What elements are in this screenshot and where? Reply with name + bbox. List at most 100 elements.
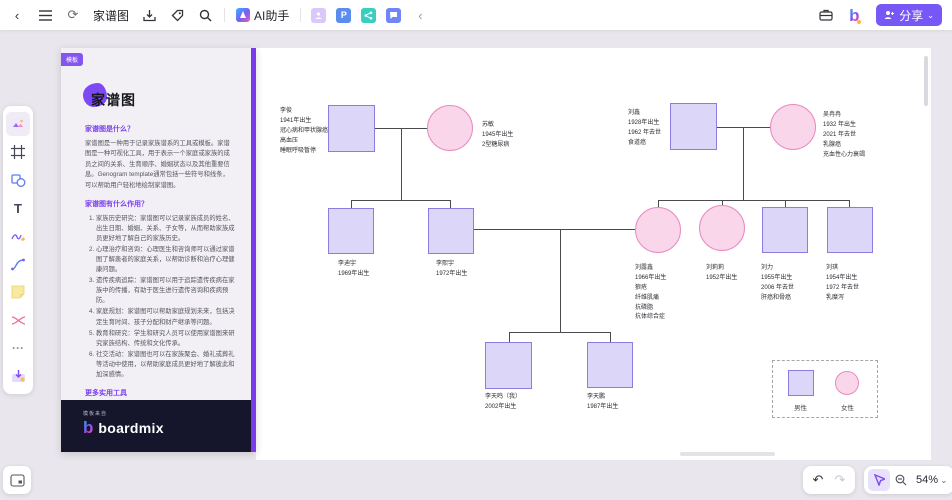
- sync-icon[interactable]: ⟳: [67, 7, 79, 22]
- person-label: 李天鸣（我） 2002年出生: [485, 394, 522, 410]
- share-nodes-icon[interactable]: [361, 7, 377, 23]
- person-shape-circle[interactable]: [770, 104, 816, 150]
- use-list-item: 遗传疾病追踪：家谱图可以用于追踪遗传疾病在家族中的传播，有助于医生进行遗传咨询和…: [96, 276, 235, 306]
- toolbox-icon[interactable]: [815, 4, 837, 26]
- download-icon[interactable]: [138, 4, 160, 26]
- use-list-item: 心理治疗和咨询：心理医生和咨询师可以通过家谱图了解患者的家庭关系，以帮助诊断和治…: [96, 245, 235, 275]
- collapse-toolbar-icon[interactable]: ‹: [418, 7, 423, 23]
- section-heading-tools: 更多实用工具: [85, 389, 127, 397]
- person-label: 刘琪 1954年出生 1972 年去世 乳糜泻: [826, 265, 860, 301]
- person-shape-circle[interactable]: [699, 205, 745, 251]
- horizontal-scrollbar[interactable]: [680, 452, 775, 456]
- boardmix-brand-row: b boardmix: [83, 419, 256, 436]
- connector-line: [658, 200, 850, 201]
- section-use-list: 家族历史研究：家谱图可以记录家族成员的姓名、出生日期、婚姻、关系、子女等，从而帮…: [85, 214, 235, 380]
- share-chevron-icon: ⌄: [927, 10, 934, 20]
- zoom-chevron-icon[interactable]: ⌄: [940, 474, 948, 485]
- frame-tool[interactable]: [6, 140, 30, 164]
- template-title: 家谱图: [91, 92, 136, 108]
- pen-tool[interactable]: [6, 224, 30, 248]
- template-panel: 家谱图 家谱图是什么？ 家谱图是一种用于记录家族谱系的工具或模板。家谱图是一种可…: [61, 48, 256, 452]
- person-label: 李俊 1941年出生 冠心病和甲状腺癌 高血压 睡眠呼吸暂停: [280, 108, 329, 154]
- connector-line: [474, 229, 635, 230]
- person-shape-circle[interactable]: [427, 105, 473, 151]
- templates-tool[interactable]: [6, 112, 30, 136]
- shapes-tool[interactable]: [6, 168, 30, 192]
- family-canvas[interactable]: 男性 女性 李俊 1941年出生 冠心病和甲状腺癌 高血压 睡眠呼吸暂停 苏敏 1945年出…: [256, 48, 931, 460]
- person-label: 苏敏 1945年出生 2型糖尿病: [482, 122, 514, 148]
- connector-line: [610, 332, 611, 342]
- person-shape-square[interactable]: [587, 342, 633, 388]
- connector-line: [722, 200, 723, 206]
- person-shape-square[interactable]: [328, 105, 375, 152]
- toolbar-divider: [300, 8, 302, 22]
- connector-line: [743, 127, 744, 200]
- menu-icon[interactable]: [34, 4, 56, 26]
- pointer-mode-button[interactable]: [868, 469, 890, 491]
- person-shape-circle[interactable]: [635, 207, 681, 253]
- person-label: 刘露鑫 1966年出生 狼疮 纤维肌痛 抗磷脂 抗体综合症: [635, 265, 667, 321]
- ai-assistant-label: AI助手: [254, 8, 290, 23]
- import-tool[interactable]: [6, 364, 30, 388]
- back-icon[interactable]: ‹: [14, 7, 20, 23]
- connector-line: [658, 200, 659, 208]
- section-heading-what: 家谱图是什么？: [85, 126, 134, 133]
- person-shape-square[interactable]: [670, 103, 717, 150]
- search-icon[interactable]: [194, 4, 216, 26]
- more-tools-icon[interactable]: ···: [12, 341, 24, 355]
- ai-portrait-icon[interactable]: [311, 7, 327, 23]
- tag-icon[interactable]: [166, 4, 188, 26]
- boardmix-brand-name: boardmix: [98, 419, 164, 436]
- vertical-scrollbar[interactable]: [924, 56, 928, 106]
- legend-box[interactable]: 男性 女性: [772, 360, 878, 418]
- boardmix-logo-glyph: b: [849, 5, 862, 25]
- person-shape-square[interactable]: [485, 342, 532, 389]
- ai-logo-icon: [236, 8, 251, 22]
- template-panel-footer: 模板来自 b boardmix: [61, 400, 256, 452]
- legend-male-label: 男性: [794, 405, 807, 412]
- use-list-item: 社交活动：家谱图也可以在家族聚会、婚礼或葬礼等活动中使用，以帮助家庭成员更好地了…: [96, 350, 235, 380]
- connector-line: [401, 128, 402, 200]
- connector-line: [509, 332, 510, 342]
- share-button[interactable]: 分享 ⌄: [876, 4, 942, 26]
- connector-line: [450, 200, 451, 208]
- connector-line: [351, 200, 352, 208]
- boardmix-logo[interactable]: b: [843, 4, 865, 26]
- connector-line: [509, 332, 610, 333]
- person-shape-square[interactable]: [328, 208, 374, 254]
- person-label: 刘莉莉 1952年出生: [706, 265, 738, 281]
- ai-assistant-button[interactable]: AI助手: [236, 7, 289, 24]
- section-heading-use: 家谱图有什么作用？: [85, 200, 148, 208]
- zoom-out-icon[interactable]: [890, 469, 912, 491]
- legend-male-shape: [788, 370, 814, 396]
- template-tab[interactable]: 模板: [61, 53, 84, 66]
- use-list-item: 家族历史研究：家谱图可以记录家族成员的姓名、出生日期、婚姻、关系、子女等，从而帮…: [96, 214, 235, 244]
- person-label: 李迪宇 1969年出生: [338, 261, 370, 277]
- undo-button[interactable]: ↶: [812, 472, 824, 487]
- person-shape-square[interactable]: [827, 207, 873, 253]
- widgets-panel-button[interactable]: [3, 466, 31, 494]
- board-title[interactable]: 家谱图: [93, 8, 130, 23]
- shape-toolbar: T ···: [3, 106, 33, 394]
- person-shape-square[interactable]: [762, 207, 808, 253]
- text-tool[interactable]: T: [14, 200, 22, 216]
- sticky-note-tool[interactable]: [6, 280, 30, 304]
- presentation-icon[interactable]: P: [336, 7, 352, 23]
- person-label: 李天鹏 1987年出生: [587, 394, 619, 410]
- connector-tool[interactable]: [6, 252, 30, 276]
- person-label: 刘力 1955年出生 2006 年去世 肝癌和骨癌: [761, 265, 795, 301]
- connector-line: [849, 200, 850, 208]
- redo-button[interactable]: ↷: [834, 472, 846, 487]
- zoom-level[interactable]: 54%: [916, 474, 939, 486]
- mark-lines-tool[interactable]: [6, 308, 30, 332]
- legend-female-shape: [835, 371, 859, 395]
- toolbar-divider: [224, 8, 226, 22]
- use-list-item: 教育和研究：学生和研究人员可以使用家谱图来研究家族结构、传统和文化传承。: [96, 329, 235, 349]
- comment-icon[interactable]: [386, 7, 402, 23]
- legend-female-label: 女性: [841, 405, 854, 412]
- panel-accent-strip: [251, 48, 256, 452]
- history-controls: ↶ ↷: [803, 466, 855, 494]
- person-shape-square[interactable]: [428, 208, 474, 254]
- top-toolbar: ‹ ⟳ 家谱图 AI助手 P ‹ b 分享 ⌄: [0, 0, 952, 30]
- template-logo-blob: [83, 83, 107, 107]
